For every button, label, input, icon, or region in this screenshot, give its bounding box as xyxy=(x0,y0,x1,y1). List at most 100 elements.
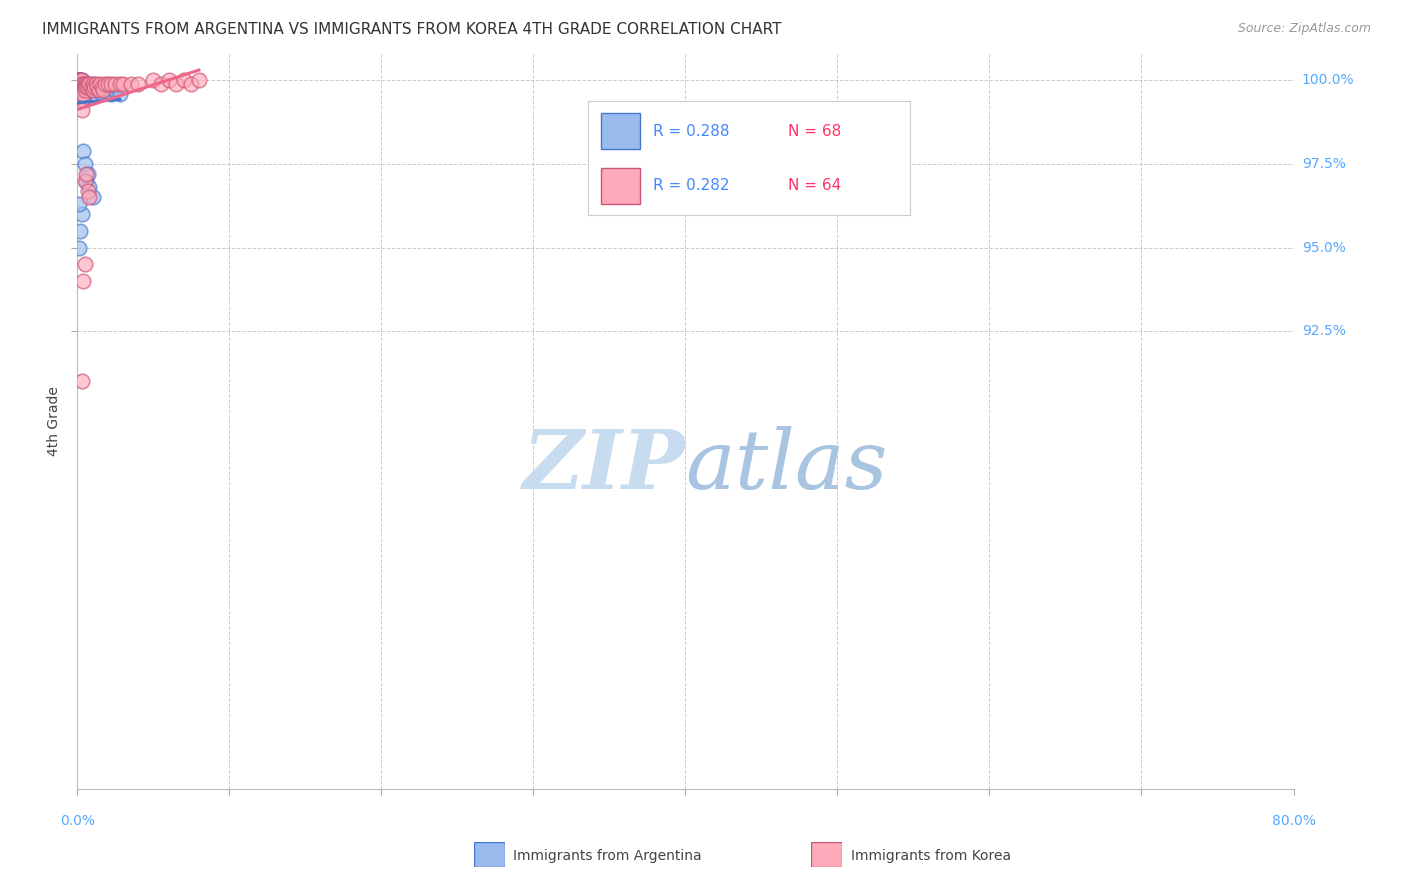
Point xyxy=(72,80,94,95)
Point xyxy=(82,190,104,204)
Point xyxy=(70,94,93,108)
Point xyxy=(69,83,91,97)
Point xyxy=(77,184,100,198)
Point xyxy=(67,73,90,87)
Point xyxy=(89,77,111,91)
Point xyxy=(73,257,96,271)
Point xyxy=(67,77,90,91)
Point xyxy=(77,80,100,95)
Point xyxy=(84,87,107,101)
Point xyxy=(69,77,91,91)
Point xyxy=(67,73,90,87)
Text: R = 0.288: R = 0.288 xyxy=(652,123,730,138)
Point xyxy=(70,375,93,389)
Point xyxy=(180,77,202,91)
Bar xyxy=(600,112,640,149)
Point xyxy=(80,83,103,97)
Point xyxy=(70,87,93,101)
Point xyxy=(70,83,93,97)
Text: 95.0%: 95.0% xyxy=(1302,241,1346,254)
Point xyxy=(97,80,120,95)
Point xyxy=(70,80,93,95)
Point xyxy=(77,77,100,91)
Point xyxy=(173,73,195,87)
Text: Immigrants from Korea: Immigrants from Korea xyxy=(851,849,1011,863)
Point xyxy=(70,83,93,97)
Point xyxy=(87,83,110,97)
Point xyxy=(120,77,142,91)
Point xyxy=(86,80,108,95)
Point xyxy=(69,80,91,95)
Point xyxy=(149,77,172,91)
Point xyxy=(67,73,90,87)
Point xyxy=(67,197,90,211)
Point xyxy=(72,87,94,101)
Point xyxy=(104,83,127,97)
Text: 0.0%: 0.0% xyxy=(60,814,94,829)
Point xyxy=(72,94,94,108)
Point xyxy=(73,80,96,95)
Text: 92.5%: 92.5% xyxy=(1302,324,1346,338)
Point xyxy=(67,73,90,87)
Point xyxy=(90,80,112,95)
Point xyxy=(79,190,101,204)
Text: Immigrants from Argentina: Immigrants from Argentina xyxy=(513,849,702,863)
Point xyxy=(73,83,96,97)
Point xyxy=(82,83,104,97)
Point xyxy=(73,77,96,91)
Text: 80.0%: 80.0% xyxy=(1271,814,1316,829)
Point xyxy=(83,80,105,95)
Point xyxy=(79,77,101,91)
Point xyxy=(72,87,94,101)
Point xyxy=(75,80,97,95)
Point xyxy=(70,73,93,87)
Point xyxy=(77,167,100,181)
Point xyxy=(73,174,96,188)
Point xyxy=(67,73,90,87)
Point xyxy=(188,73,211,87)
Point xyxy=(93,77,115,91)
Text: 97.5%: 97.5% xyxy=(1302,157,1346,171)
Point xyxy=(70,77,93,91)
Point xyxy=(72,144,94,158)
Point xyxy=(75,174,97,188)
Point xyxy=(91,83,114,97)
Point xyxy=(70,73,93,87)
Point xyxy=(69,83,91,97)
Point xyxy=(75,167,97,181)
Point xyxy=(67,73,90,87)
Point xyxy=(84,77,107,91)
Point xyxy=(67,241,90,255)
Point xyxy=(70,87,93,101)
Point xyxy=(72,77,94,91)
Point xyxy=(67,77,90,91)
Point xyxy=(127,77,149,91)
Bar xyxy=(600,168,640,204)
Point xyxy=(79,180,101,194)
Point xyxy=(67,73,90,87)
Point xyxy=(108,87,131,101)
Text: N = 68: N = 68 xyxy=(787,123,841,138)
Point xyxy=(67,73,90,87)
Point xyxy=(67,73,90,87)
Point xyxy=(67,73,90,87)
Point xyxy=(67,73,90,87)
Point xyxy=(70,77,93,91)
Point xyxy=(73,157,96,171)
Text: ZIP: ZIP xyxy=(523,425,686,506)
Point xyxy=(67,73,90,87)
Point xyxy=(72,83,94,97)
Point xyxy=(67,73,90,87)
Point xyxy=(69,77,91,91)
Point xyxy=(100,87,122,101)
Point xyxy=(108,77,131,91)
Point xyxy=(82,77,104,91)
Point xyxy=(165,77,187,91)
Point xyxy=(67,77,90,91)
Text: Source: ZipAtlas.com: Source: ZipAtlas.com xyxy=(1237,22,1371,36)
Point xyxy=(69,80,91,95)
Point xyxy=(67,73,90,87)
Point xyxy=(89,80,111,95)
Point xyxy=(75,77,97,91)
Text: N = 64: N = 64 xyxy=(787,178,841,194)
